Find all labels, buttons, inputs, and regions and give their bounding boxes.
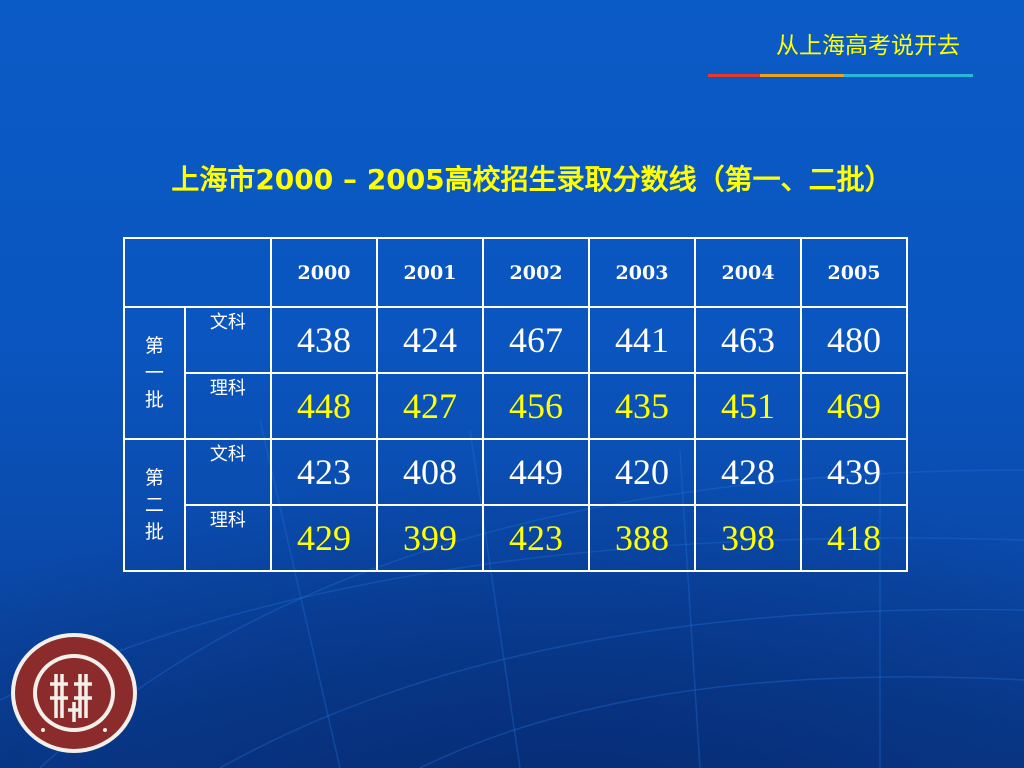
batch-label: 第二批 bbox=[123, 438, 186, 572]
score-cell: 439 bbox=[800, 438, 908, 506]
score-cell: 408 bbox=[376, 438, 484, 506]
score-cell: 429 bbox=[270, 504, 378, 572]
score-cell: 399 bbox=[376, 504, 484, 572]
year-header-2001: 2001 bbox=[376, 237, 484, 308]
batch-label-char: 第 bbox=[144, 334, 164, 357]
year-header-2002: 2002 bbox=[482, 237, 590, 308]
table-row: 第一批文科 438 424 467 441 463 480 bbox=[123, 306, 908, 440]
header-rule-segment-orange bbox=[760, 74, 844, 77]
table-row: 理科 429 399 423 388 398 418 bbox=[124, 504, 908, 572]
subject-label: 理科 bbox=[183, 372, 273, 440]
score-cell: 427 bbox=[376, 372, 484, 440]
header-decorative-rule bbox=[708, 74, 973, 77]
year-header-2000: 2000 bbox=[270, 237, 378, 308]
batch-label-char: 一 bbox=[144, 361, 164, 384]
batch-label-char: 二 bbox=[144, 493, 164, 516]
score-cell: 467 bbox=[482, 306, 590, 374]
score-cell: 428 bbox=[694, 438, 802, 506]
batch-label-char: 批 bbox=[144, 520, 164, 543]
table-row: 第二批文科 423 408 449 420 428 439 bbox=[123, 438, 908, 572]
school-logo bbox=[11, 633, 137, 753]
admission-score-table: 2000 2001 2002 2003 2004 2005 第一批文科 438 424 467 44… bbox=[123, 237, 908, 572]
batch-label: 第一批 bbox=[123, 306, 186, 440]
presentation-header-title: 从上海高考说开去 bbox=[776, 33, 960, 59]
score-cell: 424 bbox=[376, 306, 484, 374]
slide-title: 上海市2000 – 2005高校招生录取分数线（第一、二批） bbox=[171, 163, 893, 196]
score-cell: 449 bbox=[482, 438, 590, 506]
table-row: 理科 448 427 456 435 451 469 bbox=[124, 372, 908, 440]
score-cell: 451 bbox=[694, 372, 802, 440]
score-cell: 456 bbox=[482, 372, 590, 440]
score-cell: 435 bbox=[588, 372, 696, 440]
subject-label: 文科 bbox=[183, 306, 273, 374]
year-header-row: 2000 2001 2002 2003 2004 2005 bbox=[123, 237, 908, 308]
batch-label-char: 批 bbox=[144, 388, 164, 411]
year-header-2003: 2003 bbox=[588, 237, 696, 308]
score-cell: 441 bbox=[588, 306, 696, 374]
score-cell: 420 bbox=[588, 438, 696, 506]
score-cell: 398 bbox=[694, 504, 802, 572]
year-header-2004: 2004 bbox=[694, 237, 802, 308]
score-cell: 388 bbox=[588, 504, 696, 572]
score-cell: 448 bbox=[270, 372, 378, 440]
score-cell: 423 bbox=[270, 438, 378, 506]
score-cell: 418 bbox=[800, 504, 908, 572]
year-header-2005: 2005 bbox=[800, 237, 908, 308]
subject-label: 文科 bbox=[183, 438, 273, 506]
score-cell: 438 bbox=[270, 306, 378, 374]
score-cell: 463 bbox=[694, 306, 802, 374]
header-rule-segment-cyan bbox=[844, 74, 973, 77]
score-cell: 480 bbox=[800, 306, 908, 374]
subject-label: 理科 bbox=[183, 504, 273, 572]
score-cell: 469 bbox=[800, 372, 908, 440]
score-cell: 423 bbox=[482, 504, 590, 572]
header-rule-segment-red bbox=[708, 74, 760, 77]
table-corner-cell bbox=[123, 237, 272, 308]
batch-label-char: 第 bbox=[144, 466, 164, 489]
